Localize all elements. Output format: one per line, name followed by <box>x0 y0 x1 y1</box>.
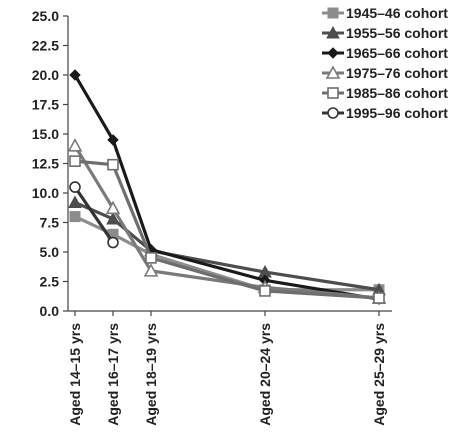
x-tick-labels: Aged 14–15 yrs Aged 16–17 yrs Aged 18–19 y… <box>67 323 387 426</box>
y-tick-label: 7.5 <box>40 215 60 231</box>
data-point <box>68 195 82 208</box>
data-point <box>105 200 121 215</box>
y-tick-labels: 0.0 2.5 5.0 7.5 10.0 12.5 15.0 17.5 20.0 22.5 25.0 <box>32 8 59 319</box>
legend-label: 1975–76 cohort <box>346 65 448 81</box>
y-tick-label: 25.0 <box>32 8 59 24</box>
legend-label: 1955–56 cohort <box>346 25 448 41</box>
legend-marker <box>326 25 340 39</box>
legend-marker <box>327 7 339 19</box>
legend-marker <box>327 107 339 119</box>
legend-label: 1945–46 cohort <box>346 5 448 21</box>
legend-marker <box>325 65 341 79</box>
y-tick-label: 12.5 <box>32 156 59 172</box>
legend-label: 1995–96 cohort <box>346 105 448 121</box>
series-3 <box>69 69 385 305</box>
x-tick-label: Aged 18–19 yrs <box>143 323 159 426</box>
legend-item: 1945–46 cohort <box>322 5 448 21</box>
data-point <box>373 292 385 304</box>
y-tick-label: 17.5 <box>32 97 59 113</box>
legend-item: 1985–86 cohort <box>322 85 448 101</box>
y-tick-label: 0.0 <box>40 303 60 319</box>
x-tick-label: Aged 25–29 yrs <box>371 323 387 426</box>
data-point <box>69 211 81 223</box>
legend-item: 1995–96 cohort <box>322 105 448 121</box>
series-lines <box>67 69 387 305</box>
y-tick-label: 20.0 <box>32 67 59 83</box>
data-point <box>259 285 271 297</box>
legend-marker <box>327 87 339 99</box>
series-5 <box>69 155 385 304</box>
legend-item: 1955–56 cohort <box>322 25 448 41</box>
data-point <box>107 236 119 249</box>
data-point <box>67 138 83 152</box>
data-point <box>143 263 159 277</box>
data-point <box>106 211 120 225</box>
data-point <box>69 181 81 193</box>
data-point <box>145 252 157 264</box>
series-line <box>73 186 115 244</box>
series-6 <box>69 181 119 249</box>
x-tick-label: Aged 16–17 yrs <box>105 323 121 426</box>
y-tick-label: 10.0 <box>32 185 59 201</box>
legend-marker <box>327 47 339 59</box>
axes <box>63 15 392 316</box>
legend-label: 1985–86 cohort <box>346 85 448 101</box>
data-point <box>69 155 81 167</box>
y-tick-label: 15.0 <box>32 126 59 142</box>
legend-item: 1965–66 cohort <box>322 45 448 61</box>
data-point <box>69 69 81 81</box>
x-tick-label: Aged 14–15 yrs <box>67 323 83 426</box>
legend-label: 1965–66 cohort <box>346 45 448 61</box>
y-tick-label: 2.5 <box>40 274 60 290</box>
legend-item: 1975–76 cohort <box>322 65 448 81</box>
y-tick-label: 5.0 <box>40 244 60 260</box>
x-tick-label: Aged 20–24 yrs <box>257 323 273 426</box>
data-point <box>107 134 119 146</box>
data-point <box>107 158 119 171</box>
y-tick-label: 22.5 <box>32 38 59 54</box>
legend: 1945–46 cohort 1955–56 cohort 1965–66 coho… <box>322 5 448 121</box>
series-line <box>73 144 380 300</box>
